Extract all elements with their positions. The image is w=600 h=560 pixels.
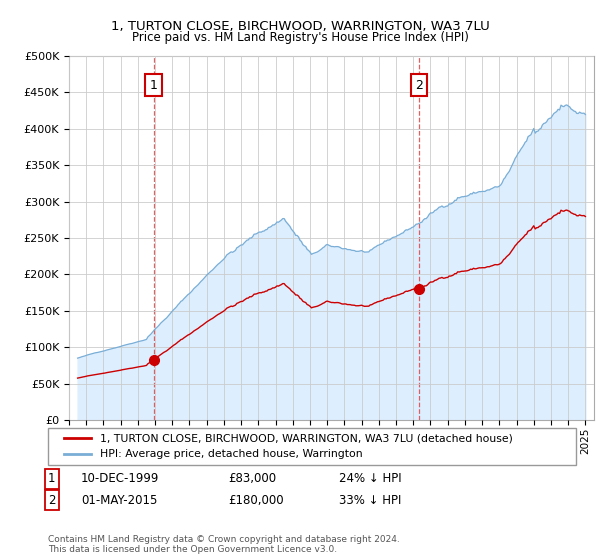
Text: Price paid vs. HM Land Registry's House Price Index (HPI): Price paid vs. HM Land Registry's House … xyxy=(131,31,469,44)
Text: £83,000: £83,000 xyxy=(228,472,276,486)
Legend: 1, TURTON CLOSE, BIRCHWOOD, WARRINGTON, WA3 7LU (detached house), HPI: Average p: 1, TURTON CLOSE, BIRCHWOOD, WARRINGTON, … xyxy=(59,428,518,465)
Text: 01-MAY-2015: 01-MAY-2015 xyxy=(81,493,157,507)
Text: 1: 1 xyxy=(48,472,56,486)
Text: 1, TURTON CLOSE, BIRCHWOOD, WARRINGTON, WA3 7LU: 1, TURTON CLOSE, BIRCHWOOD, WARRINGTON, … xyxy=(110,20,490,32)
Text: 2: 2 xyxy=(48,493,56,507)
FancyBboxPatch shape xyxy=(48,428,576,465)
Text: 10-DEC-1999: 10-DEC-1999 xyxy=(81,472,160,486)
Text: 24% ↓ HPI: 24% ↓ HPI xyxy=(339,472,401,486)
Text: 1: 1 xyxy=(149,78,158,92)
Text: Contains HM Land Registry data © Crown copyright and database right 2024.
This d: Contains HM Land Registry data © Crown c… xyxy=(48,535,400,554)
Text: 2: 2 xyxy=(415,78,423,92)
Text: £180,000: £180,000 xyxy=(228,493,284,507)
Text: 33% ↓ HPI: 33% ↓ HPI xyxy=(339,493,401,507)
